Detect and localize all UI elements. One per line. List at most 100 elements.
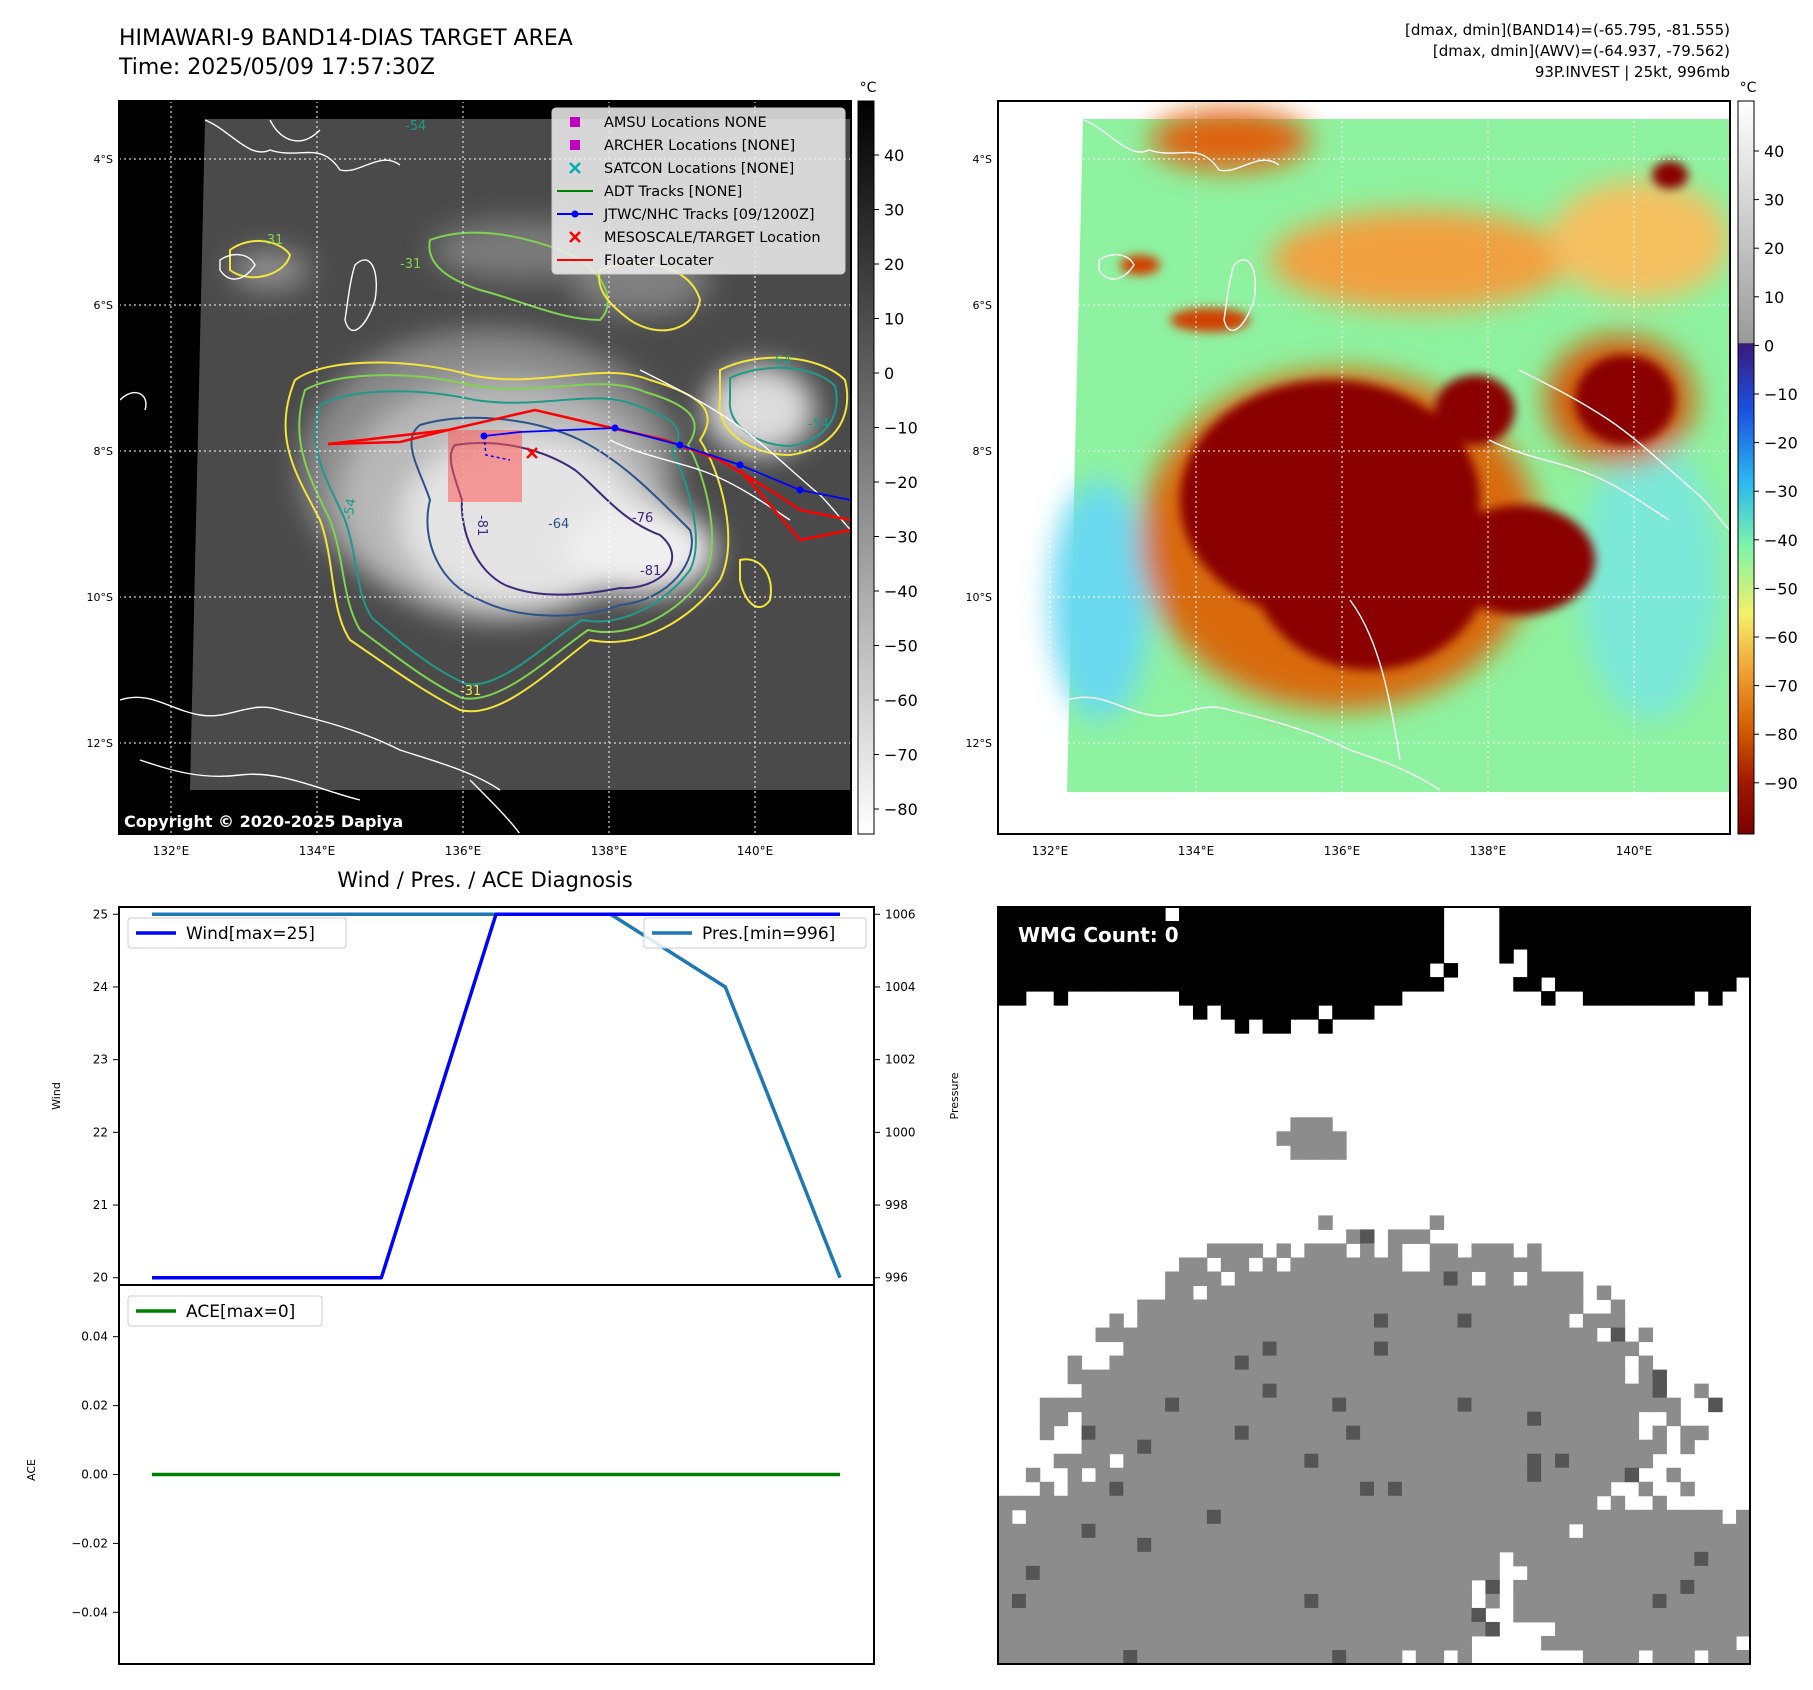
colorbar-tick-label: −30 bbox=[1764, 482, 1798, 501]
wmg-cell bbox=[1555, 1285, 1570, 1301]
wmg-cell bbox=[1109, 1397, 1124, 1413]
contour-label: -81 bbox=[640, 564, 661, 579]
wmg-cell bbox=[1596, 935, 1612, 950]
wmg-cell bbox=[1694, 963, 1709, 978]
wmg-cell bbox=[1179, 1369, 1194, 1385]
wmg-cell bbox=[1541, 1579, 1556, 1595]
wmg-cell bbox=[1387, 1355, 1403, 1371]
wmg-cell bbox=[1248, 1369, 1264, 1385]
wmg-cell bbox=[1262, 1579, 1278, 1595]
wmg-cell bbox=[1276, 1523, 1291, 1539]
wmg-cell bbox=[1401, 1313, 1417, 1329]
wmg-cell bbox=[1234, 1355, 1250, 1371]
wind-axis-label: Wind bbox=[50, 1082, 63, 1110]
wmg-cell bbox=[1234, 1425, 1250, 1441]
wmg-cell bbox=[1596, 1383, 1612, 1399]
wmg-cell bbox=[1708, 1397, 1723, 1413]
wmg-cell bbox=[1443, 1285, 1459, 1301]
wmg-cell bbox=[1568, 1551, 1584, 1567]
wmg-cell bbox=[1234, 1299, 1250, 1315]
wmg-cell bbox=[1499, 1257, 1514, 1272]
wmg-cell bbox=[1485, 1327, 1500, 1343]
wmg-cell bbox=[1624, 907, 1640, 922]
wmg-cell bbox=[1541, 1411, 1556, 1427]
wmg-cell bbox=[1123, 1565, 1138, 1581]
wmg-cell bbox=[1220, 1481, 1236, 1497]
colorbar-tick-label: −50 bbox=[884, 637, 918, 656]
wmg-cell bbox=[1485, 1439, 1500, 1455]
info-line2: [dmax, dmin](AWV)=(-64.937, -79.562) bbox=[1432, 42, 1730, 60]
wmg-cell bbox=[1360, 1481, 1375, 1497]
wmg-cell bbox=[1332, 1551, 1347, 1567]
wmg-cell bbox=[1151, 1467, 1166, 1483]
colorbar-tick-label: −70 bbox=[884, 746, 918, 765]
pressure-tick-label: 1004 bbox=[885, 980, 916, 994]
wmg-cell bbox=[1624, 935, 1640, 950]
wmg-cell bbox=[1513, 1411, 1528, 1427]
wmg-cell bbox=[1680, 1537, 1695, 1553]
wmg-cell bbox=[1332, 1481, 1347, 1497]
wmg-cell bbox=[1443, 1369, 1459, 1385]
wmg-cell bbox=[1722, 1537, 1737, 1553]
wmg-cell bbox=[1541, 1439, 1556, 1455]
wmg-cell bbox=[1179, 1565, 1194, 1581]
wmg-cell bbox=[1179, 907, 1194, 922]
wmg-cell bbox=[1429, 1411, 1445, 1427]
wmg-cell bbox=[1499, 1341, 1514, 1357]
wmg-cell bbox=[1318, 1243, 1333, 1258]
wmg-cell bbox=[998, 1523, 1013, 1539]
wmg-cell bbox=[1541, 1551, 1556, 1567]
wmg-cell bbox=[1360, 1285, 1375, 1301]
wmg-cell bbox=[1443, 1593, 1459, 1609]
wmg-cell bbox=[1568, 921, 1584, 936]
wmg-cell bbox=[1541, 1313, 1556, 1329]
wmg-cell bbox=[1179, 1285, 1194, 1301]
wmg-cell bbox=[1513, 1453, 1528, 1469]
wmg-cell bbox=[1374, 1341, 1389, 1357]
wmg-cell bbox=[1485, 1593, 1500, 1609]
wmg-cell bbox=[1360, 1551, 1375, 1567]
wmg-cell bbox=[1527, 1509, 1542, 1525]
wmg-cell bbox=[1582, 1369, 1598, 1385]
wmg-cell bbox=[1262, 921, 1278, 936]
wmg-cell bbox=[1165, 1397, 1180, 1413]
wmg-cell bbox=[1179, 1467, 1194, 1483]
wmg-cell bbox=[1652, 1551, 1667, 1567]
wmg-cell bbox=[1262, 1635, 1278, 1651]
wmg-cell bbox=[1527, 1481, 1542, 1497]
wmg-cell bbox=[1234, 1481, 1250, 1497]
wmg-cell bbox=[1374, 977, 1389, 992]
wmg-cell bbox=[1555, 907, 1570, 922]
wmg-cell bbox=[1471, 1313, 1486, 1329]
wmg-cell bbox=[1290, 1607, 1305, 1623]
wmg-cell bbox=[1666, 1593, 1681, 1609]
wmg-cell bbox=[1081, 1607, 1096, 1623]
wmg-cell bbox=[1652, 1649, 1667, 1665]
wmg-cell bbox=[1290, 1117, 1305, 1132]
wmg-cell bbox=[1360, 1579, 1375, 1595]
wmg-cell bbox=[1708, 1537, 1723, 1553]
wmg-cell bbox=[1318, 1551, 1333, 1567]
wmg-cell bbox=[1179, 1327, 1194, 1343]
wmg-cell bbox=[1610, 1579, 1626, 1595]
wmg-cell bbox=[1318, 977, 1333, 992]
wmg-cell bbox=[1374, 1593, 1389, 1609]
wmg-cell bbox=[1387, 1425, 1403, 1441]
wmg-cell bbox=[1346, 1523, 1361, 1539]
wmg-cell bbox=[1555, 1593, 1570, 1609]
wmg-cell bbox=[1541, 1481, 1556, 1497]
legend-marker bbox=[571, 210, 579, 218]
wmg-cell bbox=[1401, 1355, 1417, 1371]
wmg-cell bbox=[1123, 977, 1138, 992]
wmg-cell bbox=[1151, 1523, 1166, 1539]
wmg-cell bbox=[1443, 1551, 1459, 1567]
wmg-cell bbox=[1568, 1355, 1584, 1371]
wmg-cell bbox=[1095, 1551, 1110, 1567]
wmg-cell bbox=[1123, 1579, 1138, 1595]
wmg-cell bbox=[1346, 1495, 1361, 1511]
wmg-cell bbox=[1527, 935, 1542, 950]
wmg-cell bbox=[1123, 1355, 1138, 1371]
wmg-cell bbox=[1596, 1425, 1612, 1441]
wmg-cell bbox=[1471, 1565, 1486, 1581]
wmg-cell bbox=[1165, 1621, 1180, 1637]
